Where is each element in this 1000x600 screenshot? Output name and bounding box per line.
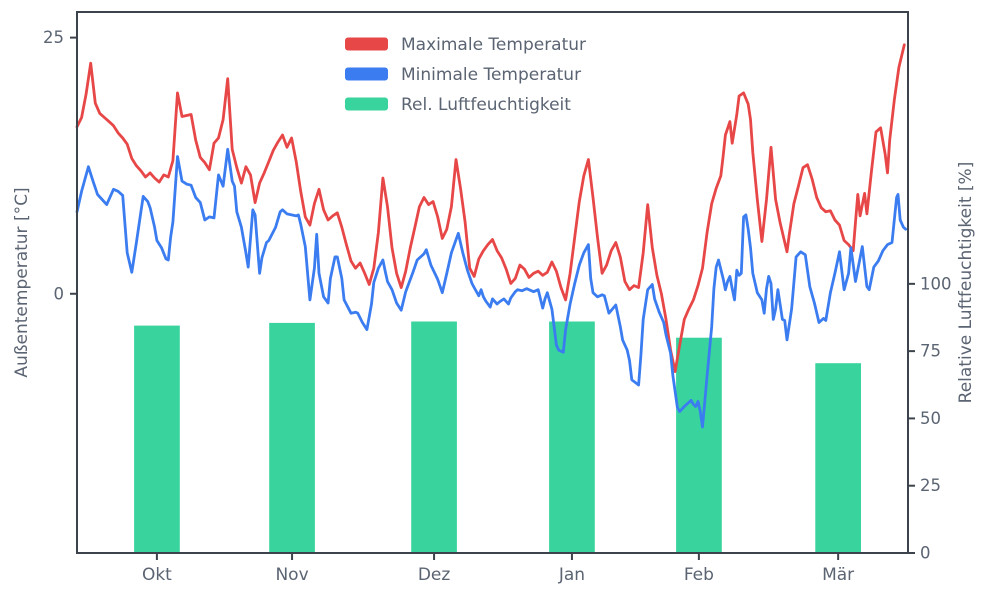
legend-label: Rel. Luftfeuchtigkeit [401,95,571,115]
humidity-bar-nov [269,322,315,553]
legend-swatch-max-temp [345,37,388,51]
y-right-tick-label: 0 [920,544,931,563]
legend-swatch-humidity [345,97,388,111]
max-temp-line [75,43,906,373]
y-right-tick-label: 25 [920,476,941,495]
legend-label: Minimale Temperatur [401,65,581,85]
legend-swatch-min-temp [345,67,388,81]
y-left-tick-label: 25 [43,28,64,47]
x-tick-label-jan: Jan [558,565,585,585]
x-tick-label-mär: Mär [822,565,854,585]
legend-label: Maximale Temperatur [401,35,586,55]
y-right-tick-label: 100 [920,274,952,293]
humidity-bar-dez [411,321,457,553]
x-tick-label-feb: Feb [684,565,714,585]
humidity-bar-feb [676,337,722,553]
humidity-bar-jan [549,321,595,553]
y-right-axis-title: Relative Luftfeuchtigkeit [%] [956,162,976,404]
x-tick-label-okt: Okt [142,565,172,585]
humidity-bar-okt [134,325,180,553]
humidity-bar-mär [815,363,861,553]
y-left-axis-title: Außentemperatur [°C] [12,187,32,377]
x-tick-label-nov: Nov [275,565,308,585]
y-left-tick-label: 0 [54,284,65,303]
x-tick-label-dez: Dez [418,565,451,585]
min-temp-line [75,147,908,429]
plot-border [76,11,909,554]
legend: Maximale Temperatur Minimale Temperatur Re… [345,35,586,115]
y-right-tick-label: 50 [920,409,941,428]
y-right-tick-label: 75 [920,342,941,361]
